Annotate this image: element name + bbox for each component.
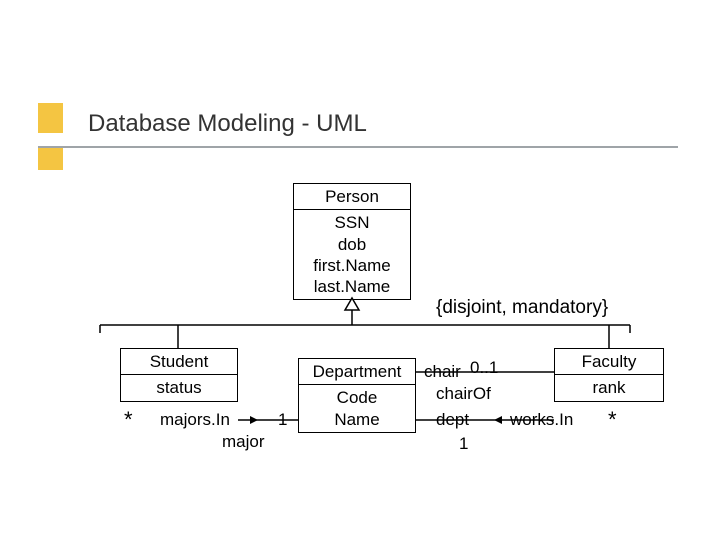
class-department: Department Code Name [298, 358, 416, 433]
role-major: major [222, 432, 265, 452]
department-attr-name: Name [305, 409, 409, 430]
mult-chair-left: 0..1 [470, 358, 498, 378]
class-faculty-name: Faculty [555, 349, 663, 375]
person-attr-lastname: last.Name [300, 276, 404, 297]
person-attr-dob: dob [300, 234, 404, 255]
class-person-name: Person [294, 184, 410, 210]
person-attr-firstname: first.Name [300, 255, 404, 276]
person-attr-ssn: SSN [300, 212, 404, 233]
class-faculty: Faculty rank [554, 348, 664, 402]
constraint-text: {disjoint, mandatory} [436, 297, 608, 319]
page-title: Database Modeling - UML [88, 110, 367, 138]
assoc-chair-label: chair [424, 362, 461, 382]
department-attr-code: Code [305, 387, 409, 408]
mult-worksin-star: * [608, 407, 617, 433]
accent-bar-top [38, 103, 63, 133]
title-underline [38, 146, 678, 148]
student-attr-status: status [127, 377, 231, 398]
mult-majorsin-left: * [124, 407, 133, 433]
role-chairof: chairOf [436, 384, 491, 404]
assoc-worksin-label: works.In [510, 410, 573, 430]
mult-majorsin-right: 1 [278, 410, 287, 430]
assoc-majorsin-label: majors.In [160, 410, 230, 430]
class-department-name: Department [299, 359, 415, 385]
role-dept: dept [436, 410, 469, 430]
class-student: Student status [120, 348, 238, 402]
class-student-name: Student [121, 349, 237, 375]
class-person: Person SSN dob first.Name last.Name [293, 183, 411, 300]
faculty-attr-rank: rank [561, 377, 657, 398]
mult-worksin-one: 1 [459, 434, 468, 454]
accent-bar-mid [38, 148, 63, 170]
